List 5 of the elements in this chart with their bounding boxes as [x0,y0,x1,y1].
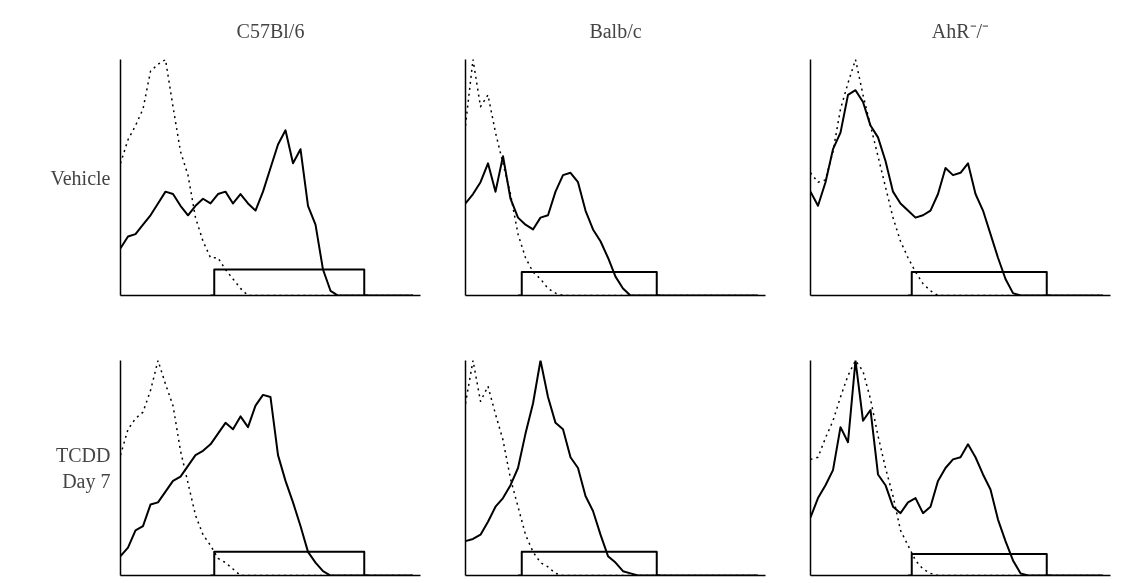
chart-title: Balb/c [589,20,642,42]
y-axis-title: TCDD Day 7 [56,443,111,494]
chart-title: AhR⁻/⁻ [931,20,990,42]
chart-title: C57Bl/6 [236,20,305,42]
y-axis-title: Vehicle [50,166,111,189]
